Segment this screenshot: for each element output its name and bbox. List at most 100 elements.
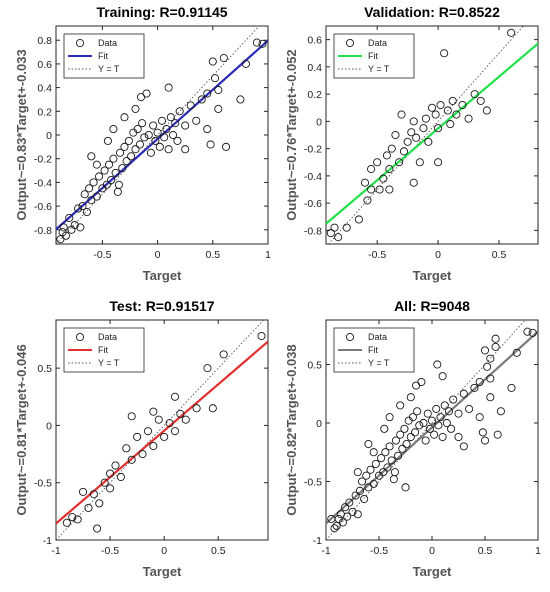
data-point <box>401 483 410 492</box>
data-point <box>406 393 415 402</box>
data-point <box>100 166 109 175</box>
x-tick-label: 0 <box>155 249 161 261</box>
legend-label-fit: Fit <box>98 51 108 61</box>
fit-line <box>56 340 268 525</box>
data-point <box>408 413 417 422</box>
legend-data-marker <box>345 38 355 48</box>
y-tick-label: 0.6 <box>37 59 52 71</box>
data-point <box>381 448 390 457</box>
x-tick-label: 1 <box>265 249 271 261</box>
data-point <box>360 494 369 504</box>
legend: Data Fit Y = T <box>333 327 415 373</box>
data-point <box>252 38 262 47</box>
data-point <box>398 444 407 453</box>
data-point <box>192 116 201 125</box>
data-point <box>70 220 79 230</box>
data-point <box>109 154 118 163</box>
data-point <box>360 178 370 187</box>
data-point <box>367 165 376 174</box>
data-point <box>106 484 115 493</box>
data-point <box>415 158 424 167</box>
data-point <box>459 442 468 451</box>
data-point <box>138 450 147 459</box>
data-point <box>512 348 521 357</box>
data-point <box>507 383 516 392</box>
data-point <box>164 145 173 154</box>
data-point <box>357 477 367 486</box>
data-point <box>362 471 371 480</box>
data-point <box>68 513 77 522</box>
data-point <box>397 110 406 119</box>
data-point <box>208 57 217 66</box>
data-point <box>221 142 231 151</box>
y-tick-label: -0.4 <box>304 171 322 183</box>
data-point <box>459 389 468 398</box>
data-point <box>353 510 362 519</box>
x-tick-label: 0.5 <box>478 545 493 557</box>
data-point <box>486 393 495 402</box>
data-point <box>454 432 463 442</box>
data-point <box>203 364 212 373</box>
y-tick-label: -0.5 <box>34 478 52 490</box>
y-tick-label: -0.5 <box>304 476 322 488</box>
data-point <box>399 147 409 156</box>
y-tick-label: 0.8 <box>37 35 52 47</box>
data-point <box>95 499 104 508</box>
y-tick-label: 0.5 <box>307 359 322 371</box>
data-point <box>366 465 375 474</box>
data-point <box>434 158 443 167</box>
chart-title: Validation: R=0.8522 <box>364 4 500 20</box>
y-tick-label: -0.6 <box>34 201 52 213</box>
data-point <box>364 439 373 449</box>
data-point <box>84 503 93 512</box>
data-point <box>171 119 180 128</box>
y-tick-label: 0.6 <box>307 35 322 47</box>
identity-line <box>327 26 524 244</box>
data-point <box>348 507 357 516</box>
data-point <box>102 180 111 189</box>
data-point <box>151 136 160 145</box>
data-point <box>74 204 83 213</box>
identity-line <box>56 26 260 244</box>
data-point <box>100 478 109 487</box>
data-point <box>379 468 388 477</box>
x-axis-label: Target <box>413 564 452 579</box>
y-tick-label: -0.4 <box>34 177 52 189</box>
data-point <box>175 107 184 116</box>
data-point <box>241 59 250 68</box>
data-point <box>431 110 440 119</box>
data-point <box>214 85 223 95</box>
data-point <box>491 334 500 343</box>
data-point <box>106 469 115 478</box>
data-point <box>95 172 104 181</box>
legend: Data Fit Y = T <box>63 33 145 79</box>
legend-label-identity: Y = T <box>98 64 120 74</box>
legend-label-fit: Fit <box>368 345 378 355</box>
data-point <box>454 409 463 418</box>
x-tick-label: 1 <box>535 545 541 557</box>
data-point <box>155 142 164 151</box>
x-tick-label: 0 <box>429 545 435 557</box>
data-point <box>186 101 195 110</box>
chart-title: Training: R=0.91145 <box>96 4 227 20</box>
y-tick-label: 0 <box>46 130 52 142</box>
data-point <box>438 372 447 381</box>
data-point <box>380 424 389 433</box>
data-point <box>124 136 133 145</box>
data-point <box>458 100 467 110</box>
data-point <box>353 468 362 477</box>
data-point <box>375 185 384 194</box>
data-point <box>438 432 447 442</box>
y-tick-label: -0.2 <box>34 154 52 166</box>
data-point <box>168 130 178 140</box>
data-point <box>440 49 449 58</box>
x-tick-label: -0.5 <box>101 545 119 557</box>
data-point <box>326 229 335 238</box>
data-point <box>138 119 147 128</box>
data-point <box>127 152 136 161</box>
fit-line <box>56 39 268 231</box>
data-point <box>143 427 152 436</box>
data-point <box>394 451 403 460</box>
data-point <box>491 342 500 351</box>
